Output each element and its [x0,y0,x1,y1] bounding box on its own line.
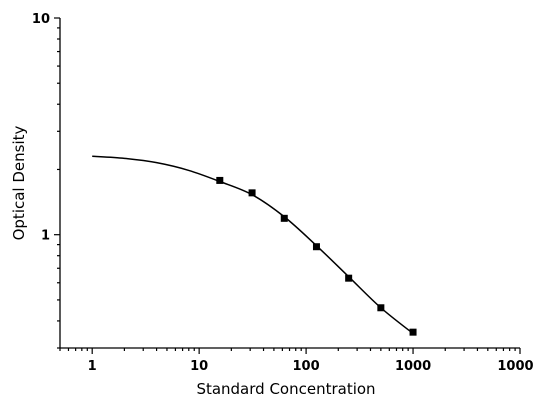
data-point [248,189,256,197]
data-point [216,176,224,184]
x-tick-label: 1000 [395,359,431,374]
data-point [377,304,385,312]
x-tick-label: 10000 [497,359,534,374]
y-tick-label: 1 [41,229,50,244]
x-tick-label: 1 [88,359,97,374]
x-axis-title: Standard Concentration [196,380,375,398]
tick-labels: 1 10 100 1000 10000 1 10 [32,12,534,374]
x-tick-label: 100 [293,359,320,374]
y-axis-title: Optical Density [10,125,28,240]
y-tick-label: 10 [32,12,50,27]
fitted-curve [92,155,414,335]
data-point [312,243,320,251]
x-tick-label: 10 [190,359,208,374]
data-point [345,274,353,282]
data-point [409,328,417,336]
data-point [280,214,288,222]
data-points [216,176,417,336]
ticks [54,17,521,354]
